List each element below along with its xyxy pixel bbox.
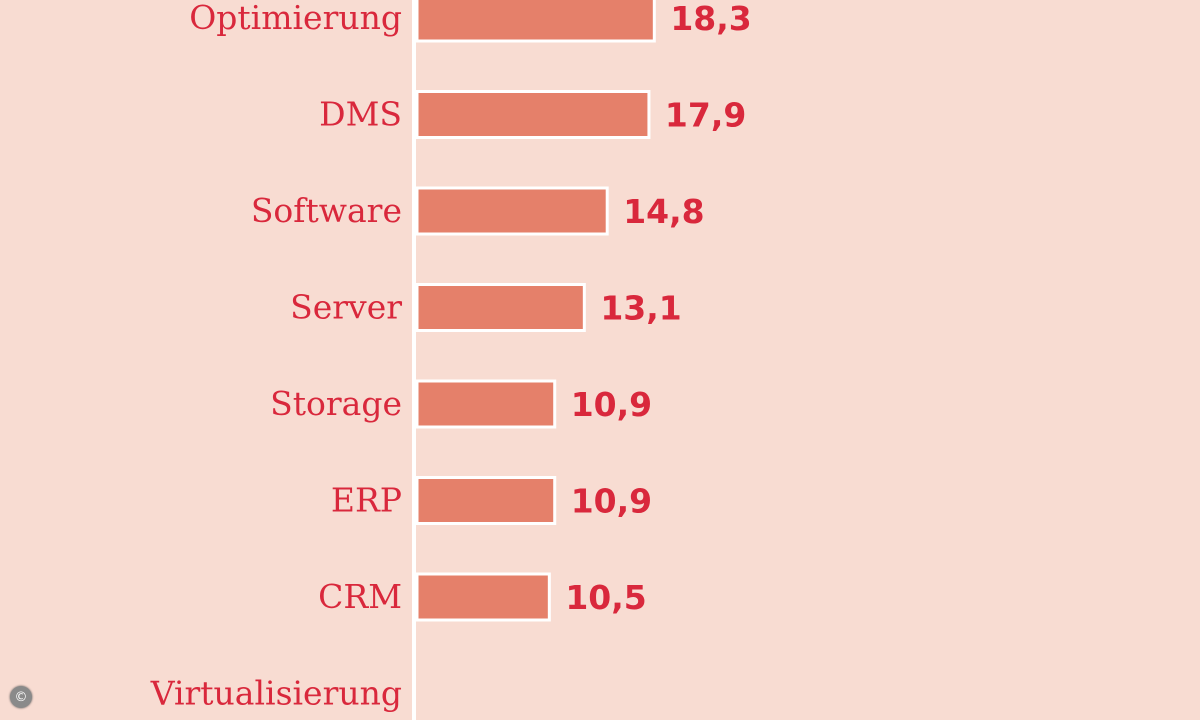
- category-label: Virtualisierung: [150, 674, 402, 713]
- bar: [415, 379, 557, 429]
- bar: [415, 0, 656, 43]
- value-label: 18,3: [670, 0, 751, 38]
- value-label: 10,9: [571, 385, 652, 424]
- category-label: CRM: [318, 577, 402, 616]
- value-label: 17,9: [665, 96, 746, 135]
- value-label: 14,8: [623, 192, 704, 231]
- value-label: 10,5: [565, 578, 646, 617]
- category-label: Software: [251, 191, 402, 230]
- value-label: 10,9: [571, 482, 652, 521]
- value-label: 13,1: [600, 289, 681, 328]
- bar: [415, 572, 551, 622]
- bar: [415, 186, 609, 236]
- category-label: Optimierung: [189, 0, 402, 37]
- category-label: Server: [290, 288, 402, 327]
- category-label: ERP: [331, 481, 402, 520]
- bar: [415, 476, 557, 525]
- copyright-icon: ©: [10, 686, 32, 708]
- category-label: Storage: [270, 384, 402, 423]
- bar: [415, 90, 651, 139]
- bar: [415, 283, 586, 332]
- category-label: DMS: [319, 95, 402, 134]
